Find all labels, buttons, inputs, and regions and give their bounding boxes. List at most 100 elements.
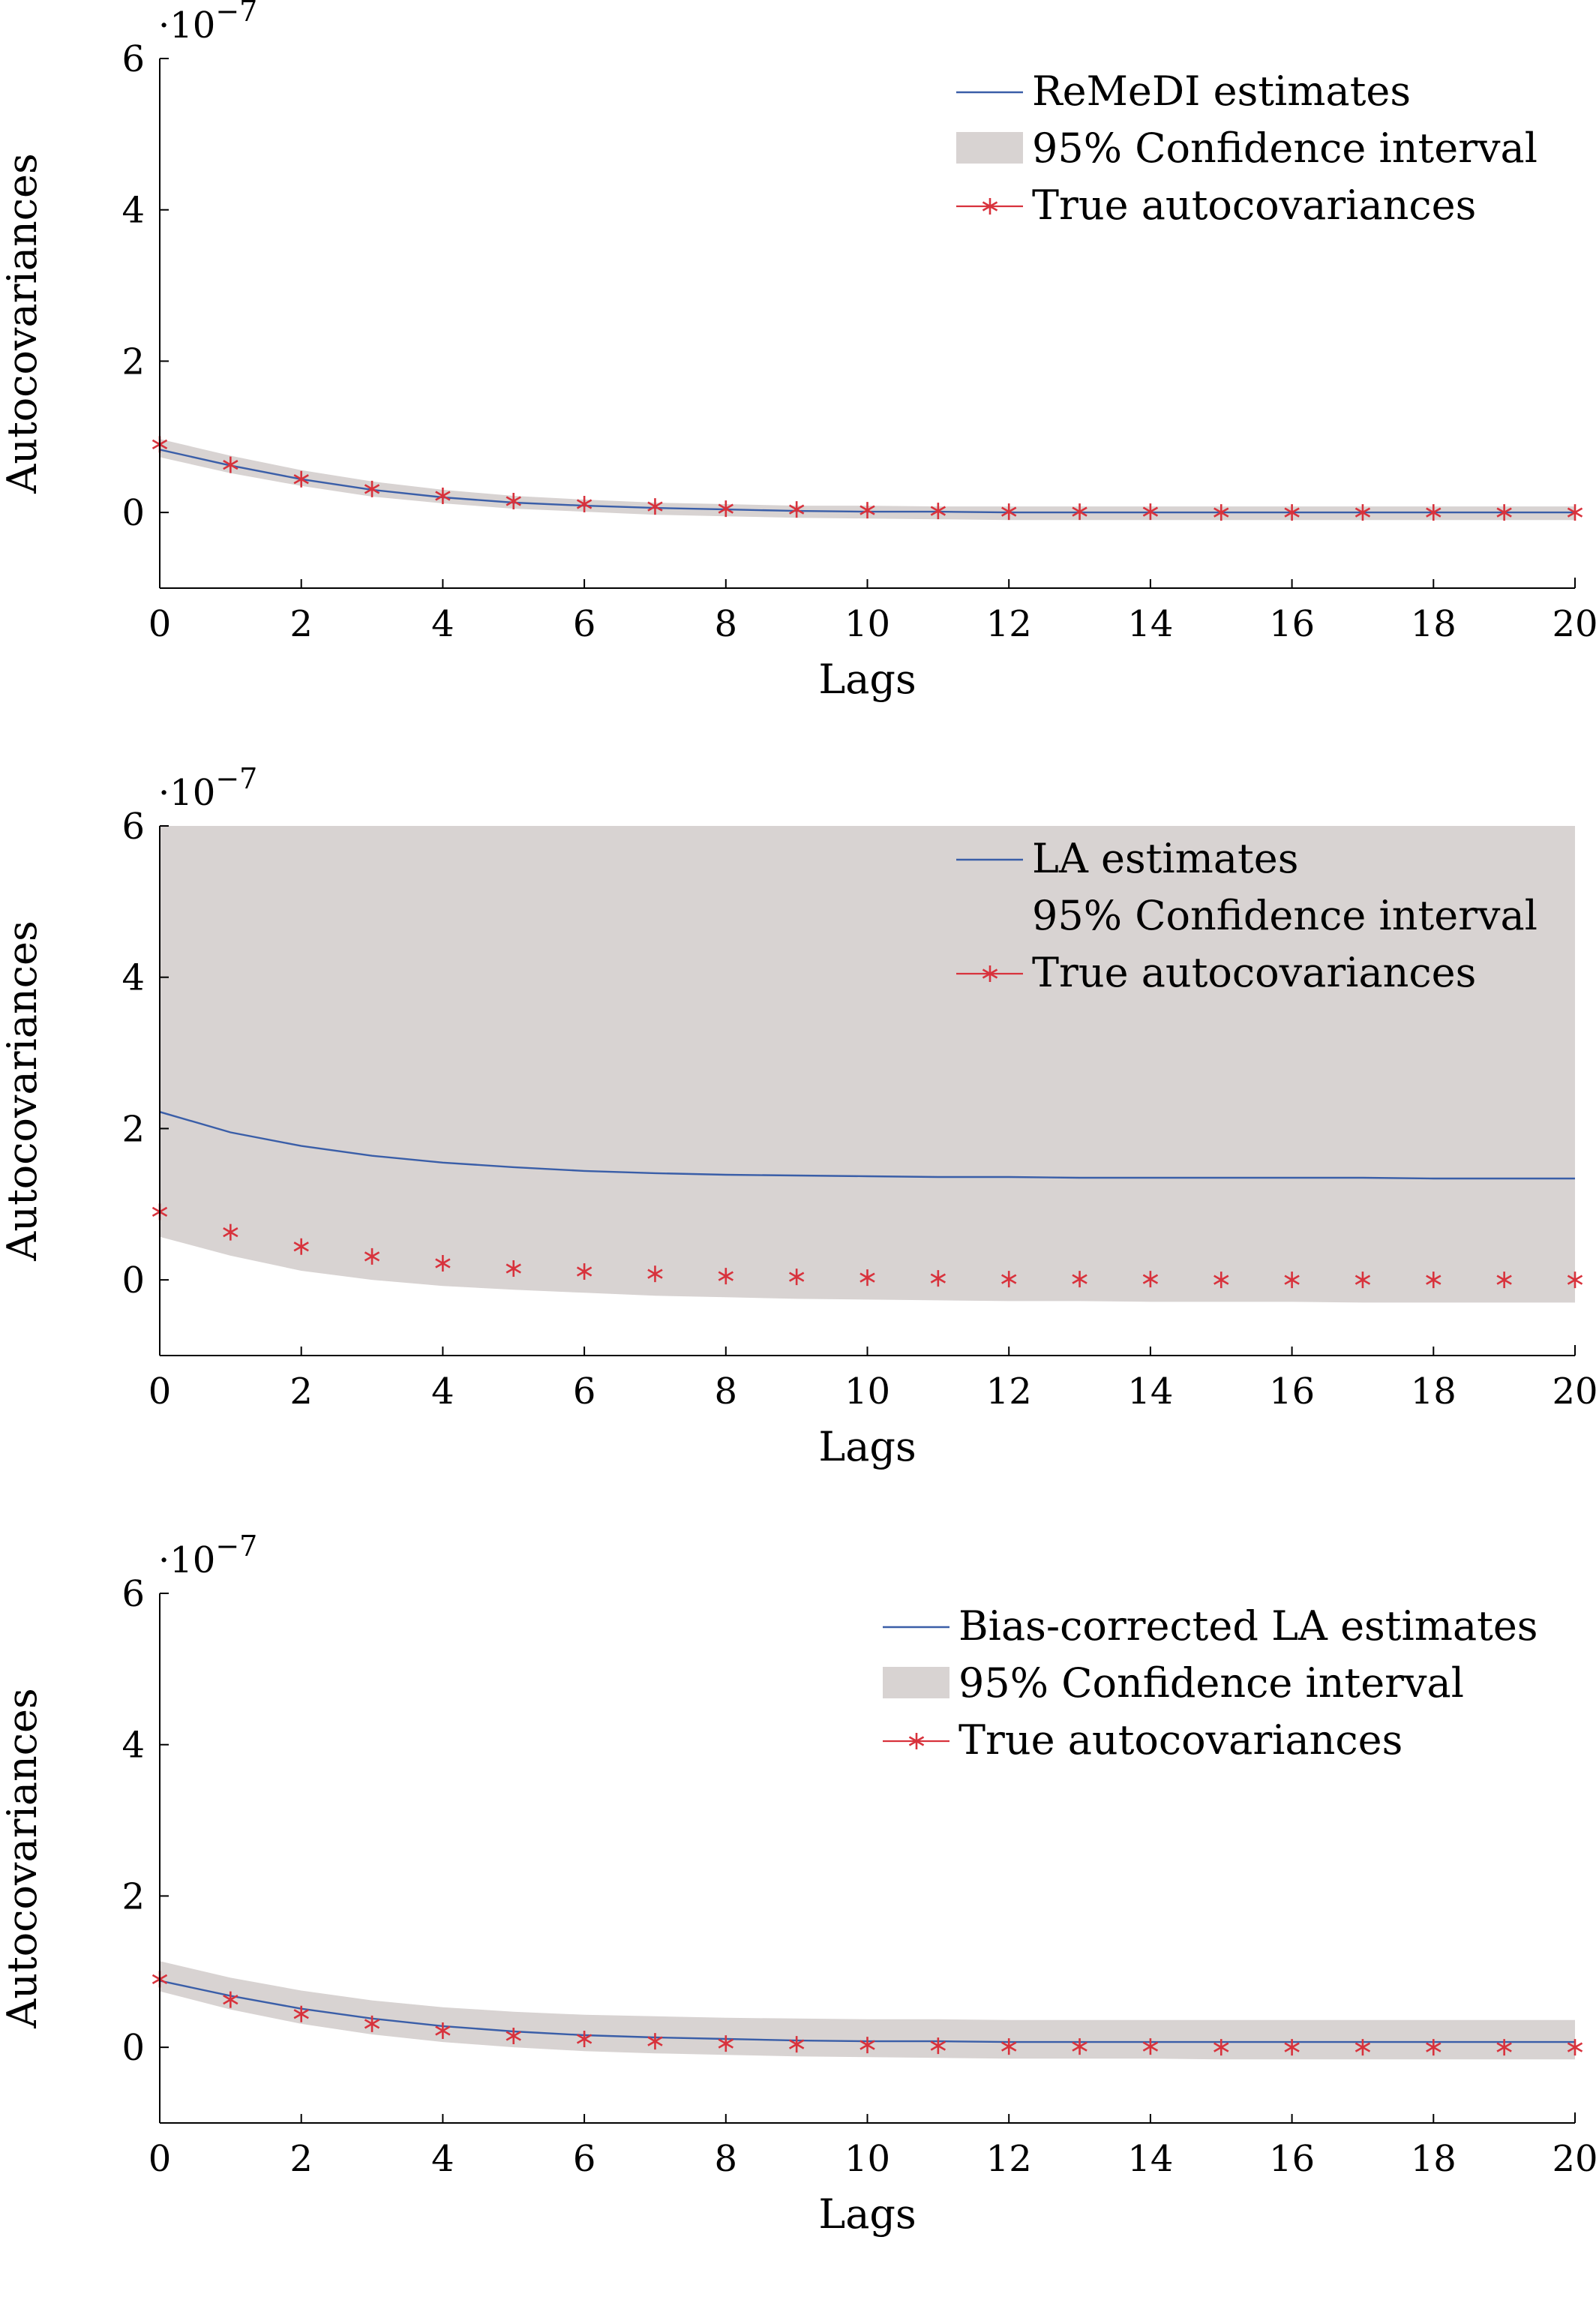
- true-marker-point: [364, 2015, 380, 2032]
- x-tick-label: 8: [715, 1371, 738, 1413]
- legend-truth-swatch-marker: [908, 1733, 925, 1749]
- true-marker-point: [860, 502, 875, 519]
- legend-band-label: 95% Confidence interval: [1032, 125, 1538, 172]
- legend-truth-label: True autocovariances: [1032, 182, 1476, 229]
- y-tick-label: 2: [122, 1108, 145, 1150]
- legend-truth-label: True autocovariances: [958, 1716, 1402, 1764]
- true-marker-point: [788, 501, 805, 518]
- x-tick-label: 0: [148, 2138, 172, 2180]
- x-tick-label: 4: [431, 603, 454, 645]
- true-marker-point: [506, 2028, 521, 2045]
- true-marker-point: [718, 2035, 734, 2052]
- chart-svg-bias-corrected-la: 0 2 4 6 8 10 12 14 16 18 20 0 2 4 6 ·10−7 Lags Autocovari…: [0, 1535, 1596, 2238]
- true-marker-point: [1214, 504, 1229, 521]
- true-marker-point: [506, 1260, 521, 1278]
- x-tick-label: 20: [1552, 1371, 1596, 1413]
- true-marker-point: [1426, 2039, 1442, 2056]
- chart-svg-la: 0 2 4 6 8 10 12 14 16 18 20 0 2 4 6 ·10−7 Lags Autocovari…: [0, 767, 1596, 1470]
- chart-panel-remedi: 0 2 4 6 8 10 12 14 16 18 20 0 2 4 6 ·10−7 Lags Autocovari…: [0, 0, 1596, 765]
- x-tick-label: 14: [1127, 1371, 1173, 1413]
- chart-svg-remedi: 0 2 4 6 8 10 12 14 16 18 20 0 2 4 6 ·10−7 Lags Autocovari…: [0, 0, 1596, 703]
- legend-band-swatch: [956, 132, 1023, 164]
- x-axis-title: Lags: [818, 2190, 916, 2238]
- true-markers: [152, 1971, 1583, 2056]
- x-tick-label: 18: [1411, 603, 1456, 645]
- true-marker-point: [364, 1248, 380, 1265]
- true-marker-point: [293, 470, 309, 488]
- y-tick-label: 0: [122, 1260, 145, 1302]
- true-marker-point: [718, 1268, 734, 1285]
- x-tick-label: 2: [290, 1371, 313, 1413]
- true-marker-point: [1567, 1272, 1583, 1289]
- x-tick-label: 4: [431, 2138, 454, 2180]
- true-marker-point: [1142, 503, 1159, 521]
- true-marker-point: [1284, 504, 1300, 521]
- true-marker-point: [647, 2033, 663, 2050]
- estimate-line: [160, 1111, 1575, 1180]
- true-marker-point: [930, 2037, 946, 2055]
- x-tick-label: 10: [844, 603, 890, 645]
- true-marker-point: [293, 2005, 309, 2022]
- true-marker-point: [576, 496, 592, 513]
- x-axis-title: Lags: [818, 656, 916, 703]
- plot-area: [160, 826, 1575, 1303]
- true-marker-point: [788, 2036, 805, 2053]
- legend-truth-label: True autocovariances: [1032, 949, 1476, 996]
- y-axis-title: Autocovariances: [0, 153, 46, 494]
- true-marker-point: [1354, 2039, 1371, 2056]
- true-marker-point: [1496, 2039, 1512, 2056]
- x-tick-label: 10: [844, 2138, 890, 2180]
- y-scale-exponent: −7: [215, 1535, 257, 1563]
- x-tick-label: 6: [573, 2138, 596, 2180]
- legend-estimate-label: LA estimates: [1032, 835, 1298, 882]
- legend-truth-swatch-marker: [982, 965, 998, 982]
- true-markers: [152, 1203, 1583, 1289]
- true-marker-point: [1426, 504, 1442, 521]
- legend-estimate-label: Bias-corrected LA estimates: [958, 1602, 1538, 1650]
- legend-estimate-label: ReMeDI estimates: [1032, 68, 1411, 115]
- true-marker-point: [1001, 503, 1017, 521]
- true-marker-point: [576, 2031, 592, 2048]
- x-tick-label: 12: [986, 2138, 1032, 2180]
- y-tick-label: 6: [122, 806, 145, 848]
- x-axis-title: Lags: [818, 1423, 916, 1470]
- true-marker-point: [223, 456, 238, 473]
- chart-panel-la: 0 2 4 6 8 10 12 14 16 18 20 0 2 4 6 ·10−7 Lags Autocovari…: [0, 767, 1596, 1533]
- true-marker-point: [1001, 2038, 1017, 2055]
- true-marker-point: [1426, 1272, 1442, 1289]
- y-scale-exponent: −7: [215, 767, 257, 795]
- true-marker-point: [576, 1263, 592, 1281]
- true-marker-point: [1001, 1271, 1017, 1288]
- true-marker-point: [788, 1269, 805, 1286]
- true-marker-point: [930, 503, 946, 520]
- y-tick-label: 6: [122, 1573, 145, 1615]
- y-tick-label: 4: [122, 1725, 145, 1767]
- y-axis-title: Autocovariances: [0, 1688, 46, 2028]
- true-marker-point: [1072, 503, 1088, 521]
- y-tick-label: 4: [122, 190, 145, 232]
- y-tick-label: 6: [122, 38, 145, 80]
- y-tick-label: 0: [122, 492, 145, 534]
- x-tick-label: 14: [1127, 603, 1173, 645]
- confidence-band: [160, 826, 1575, 1303]
- true-marker-point: [647, 1266, 663, 1283]
- y-tick-label: 0: [122, 2027, 145, 2069]
- legend-band-swatch: [883, 1667, 950, 1698]
- y-scale-base: ·10: [158, 772, 215, 814]
- x-tick-label: 10: [844, 1371, 890, 1413]
- x-tick-label: 0: [148, 603, 172, 645]
- x-tick-label: 6: [573, 1371, 596, 1413]
- x-tick-label: 0: [148, 1371, 172, 1413]
- x-tick-label: 18: [1411, 1371, 1456, 1413]
- y-scale-base: ·10: [158, 1539, 215, 1581]
- x-tick-label: 4: [431, 1371, 454, 1413]
- true-marker-point: [1214, 1272, 1229, 1289]
- chart-panel-bias-corrected-la: 0 2 4 6 8 10 12 14 16 18 20 0 2 4 6 ·10−7 Lags Autocovari…: [0, 1535, 1596, 2300]
- true-marker-point: [435, 2022, 451, 2039]
- true-marker-point: [1142, 1271, 1159, 1288]
- true-marker-point: [1072, 1271, 1088, 1288]
- true-marker-point: [1354, 1272, 1371, 1289]
- true-marker-point: [506, 493, 521, 510]
- legend: LA estimates 95% Confidence interval True …: [956, 835, 1538, 996]
- true-marker-point: [1142, 2038, 1159, 2055]
